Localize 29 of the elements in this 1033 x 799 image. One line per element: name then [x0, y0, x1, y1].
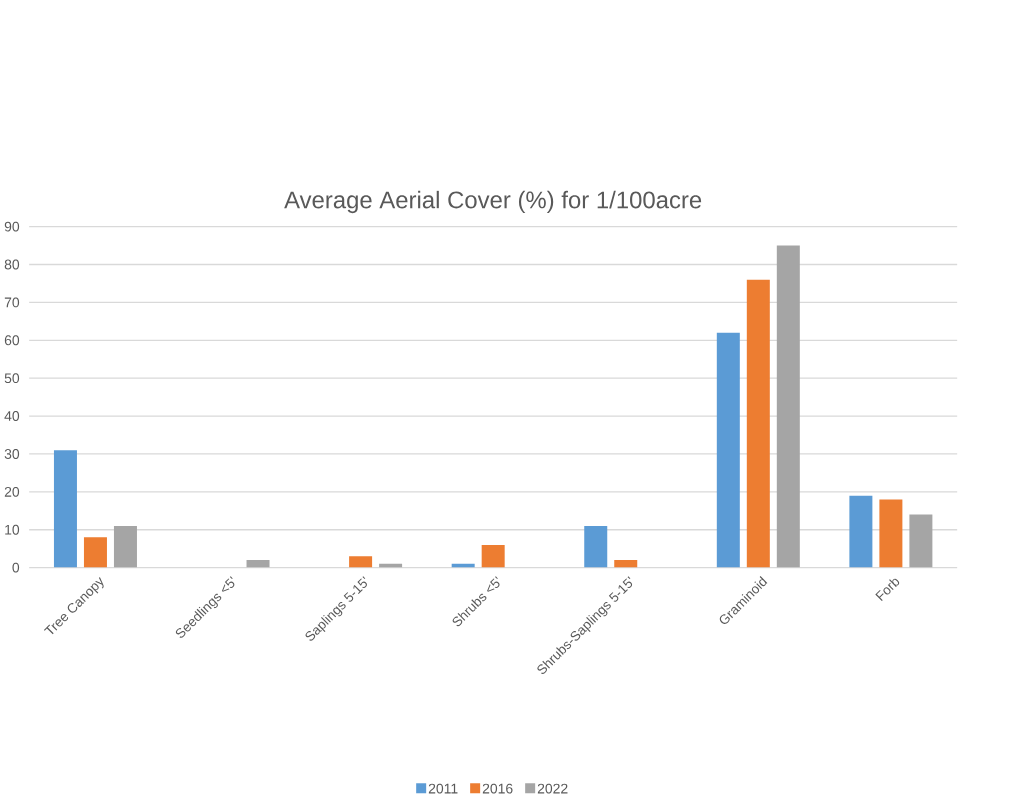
y-tick-label: 50	[4, 373, 20, 384]
bar	[716, 332, 740, 568]
x-tick-label: Forb	[875, 578, 900, 602]
bar	[849, 495, 873, 568]
bar	[584, 526, 608, 568]
y-tick-label: 30	[4, 449, 20, 459]
bar	[53, 450, 77, 568]
bar	[83, 537, 107, 568]
bar	[879, 499, 903, 568]
y-tick-label: 70	[4, 297, 20, 308]
y-tick-label: 80	[4, 259, 20, 270]
y-tick-label: 90	[4, 221, 20, 232]
y-tick-label: 40	[4, 411, 20, 422]
bar	[909, 514, 933, 568]
bar	[776, 245, 800, 568]
bar	[614, 560, 638, 568]
y-tick-label: 10	[5, 524, 20, 535]
legend-label: 2016	[482, 783, 513, 794]
legend-label: 2011	[428, 783, 458, 794]
bar	[481, 544, 505, 568]
bar	[113, 526, 137, 568]
y-tick-label: 20	[4, 486, 20, 497]
chart-title: Average Aerial Cover (%) for 1/100acre	[284, 190, 702, 214]
y-tick-label: 0	[12, 562, 20, 573]
bar	[246, 560, 270, 568]
bar	[349, 556, 373, 568]
bar	[746, 279, 770, 568]
y-tick-label: 60	[4, 335, 20, 346]
legend-label: 2022	[537, 783, 568, 794]
